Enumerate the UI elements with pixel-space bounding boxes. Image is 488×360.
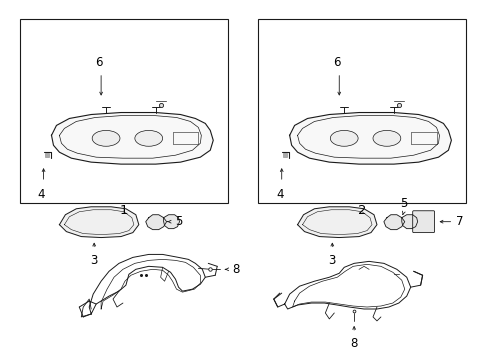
Ellipse shape: [372, 130, 400, 146]
Text: 2: 2: [357, 204, 366, 217]
Polygon shape: [60, 207, 139, 238]
Polygon shape: [289, 113, 450, 164]
Text: 6: 6: [333, 56, 340, 69]
FancyBboxPatch shape: [412, 211, 434, 233]
Text: 3: 3: [328, 255, 335, 267]
Text: 5: 5: [175, 215, 183, 228]
Text: 8: 8: [350, 337, 357, 350]
Polygon shape: [51, 113, 213, 164]
Text: 1: 1: [120, 204, 128, 217]
Ellipse shape: [92, 130, 120, 146]
Polygon shape: [145, 215, 166, 230]
Ellipse shape: [330, 130, 357, 146]
Polygon shape: [401, 215, 417, 229]
Text: 5: 5: [399, 197, 407, 210]
Text: 8: 8: [232, 263, 239, 276]
Polygon shape: [383, 215, 404, 230]
Bar: [257, 19, 466, 203]
Text: 7: 7: [455, 215, 463, 228]
Ellipse shape: [135, 130, 163, 146]
Text: 3: 3: [90, 255, 98, 267]
Polygon shape: [297, 207, 376, 238]
Text: 6: 6: [95, 56, 102, 69]
Text: 4: 4: [38, 188, 45, 201]
Bar: [20, 19, 228, 203]
Polygon shape: [163, 215, 179, 229]
Text: 4: 4: [275, 188, 283, 201]
